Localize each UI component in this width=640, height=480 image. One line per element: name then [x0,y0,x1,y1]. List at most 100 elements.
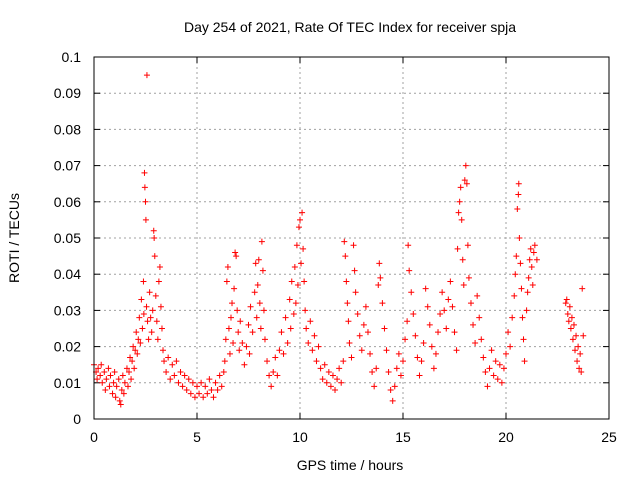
y-tick-label: 0.05 [54,230,81,246]
data-point [507,343,514,350]
x-axis-tick-labels: 0 5 10 15 20 25 [90,429,617,445]
data-point [95,365,102,372]
data-point [126,368,133,375]
data-point [156,263,163,270]
data-point [321,361,328,368]
data-point [282,314,289,321]
data-point [517,260,524,267]
y-axis-tick-labels: 0 0.01 0.02 0.03 0.04 0.05 0.06 0.07 0.08 0.09 0.1 [54,49,81,427]
data-point [344,300,351,307]
data-point [383,347,390,354]
data-point [528,263,535,270]
data-point [278,329,285,336]
y-axis-label: ROTI / TECUs [6,193,22,283]
data-point [341,238,348,245]
data-point [210,394,217,401]
data-point [185,376,192,383]
data-point [580,332,587,339]
data-point [373,365,380,372]
data-point [500,365,507,372]
data-point [204,390,211,397]
data-point [132,347,139,354]
data-point [509,314,516,321]
data-point [329,372,336,379]
data-point [276,347,283,354]
data-point [206,376,213,383]
data-point [350,242,357,249]
data-point [514,206,521,213]
data-point [311,332,318,339]
data-point [255,256,262,263]
data-point [525,274,532,281]
data-point [292,300,299,307]
data-point [286,296,293,303]
x-tick-label: 20 [498,429,514,445]
x-tick-label: 5 [193,429,201,445]
data-point [457,184,464,191]
data-point [131,365,138,372]
data-point [577,350,584,357]
data-point [358,347,365,354]
data-point [519,314,526,321]
data-point [414,354,421,361]
data-point [575,343,582,350]
data-point [298,260,305,267]
data-point [129,358,136,365]
data-point [140,311,147,318]
data-point [254,282,261,289]
data-point [351,267,358,274]
data-point [272,354,279,361]
data-point [327,383,334,390]
data-point [121,379,128,386]
data-point [218,383,225,390]
data-point [142,198,149,205]
data-point [295,224,302,231]
data-point [515,180,522,187]
data-point [404,318,411,325]
data-point [225,325,232,332]
data-point [301,278,308,285]
data-point [313,358,320,365]
data-point [412,332,419,339]
data-point [171,372,178,379]
data-point [460,282,467,289]
data-point [518,285,525,292]
data-point [443,325,450,332]
data-point [143,303,150,310]
data-point [134,350,141,357]
data-point [389,397,396,404]
data-point [300,245,307,252]
data-point [243,343,250,350]
data-point [258,238,265,245]
data-point [531,242,538,249]
data-point [142,216,149,223]
data-point [307,318,314,325]
data-point [465,274,472,281]
data-point [377,274,384,281]
data-point [345,318,352,325]
data-point [515,191,522,198]
data-point [461,177,468,184]
data-point [496,361,503,368]
data-point [226,350,233,357]
data-point [157,303,164,310]
data-point [97,372,104,379]
data-point [449,303,456,310]
data-point [402,336,409,343]
data-point [115,376,122,383]
data-point [191,394,198,401]
data-point [490,372,497,379]
data-point [354,311,361,318]
data-point [233,253,240,260]
data-point [291,263,298,270]
data-point [348,354,355,361]
data-point [437,311,444,318]
x-axis-label: GPS time / hours [297,457,404,473]
data-point [216,372,223,379]
data-point [376,260,383,267]
data-point [369,368,376,375]
data-point [492,358,499,365]
data-point [119,372,126,379]
data-point [150,227,157,234]
data-point [302,307,309,314]
